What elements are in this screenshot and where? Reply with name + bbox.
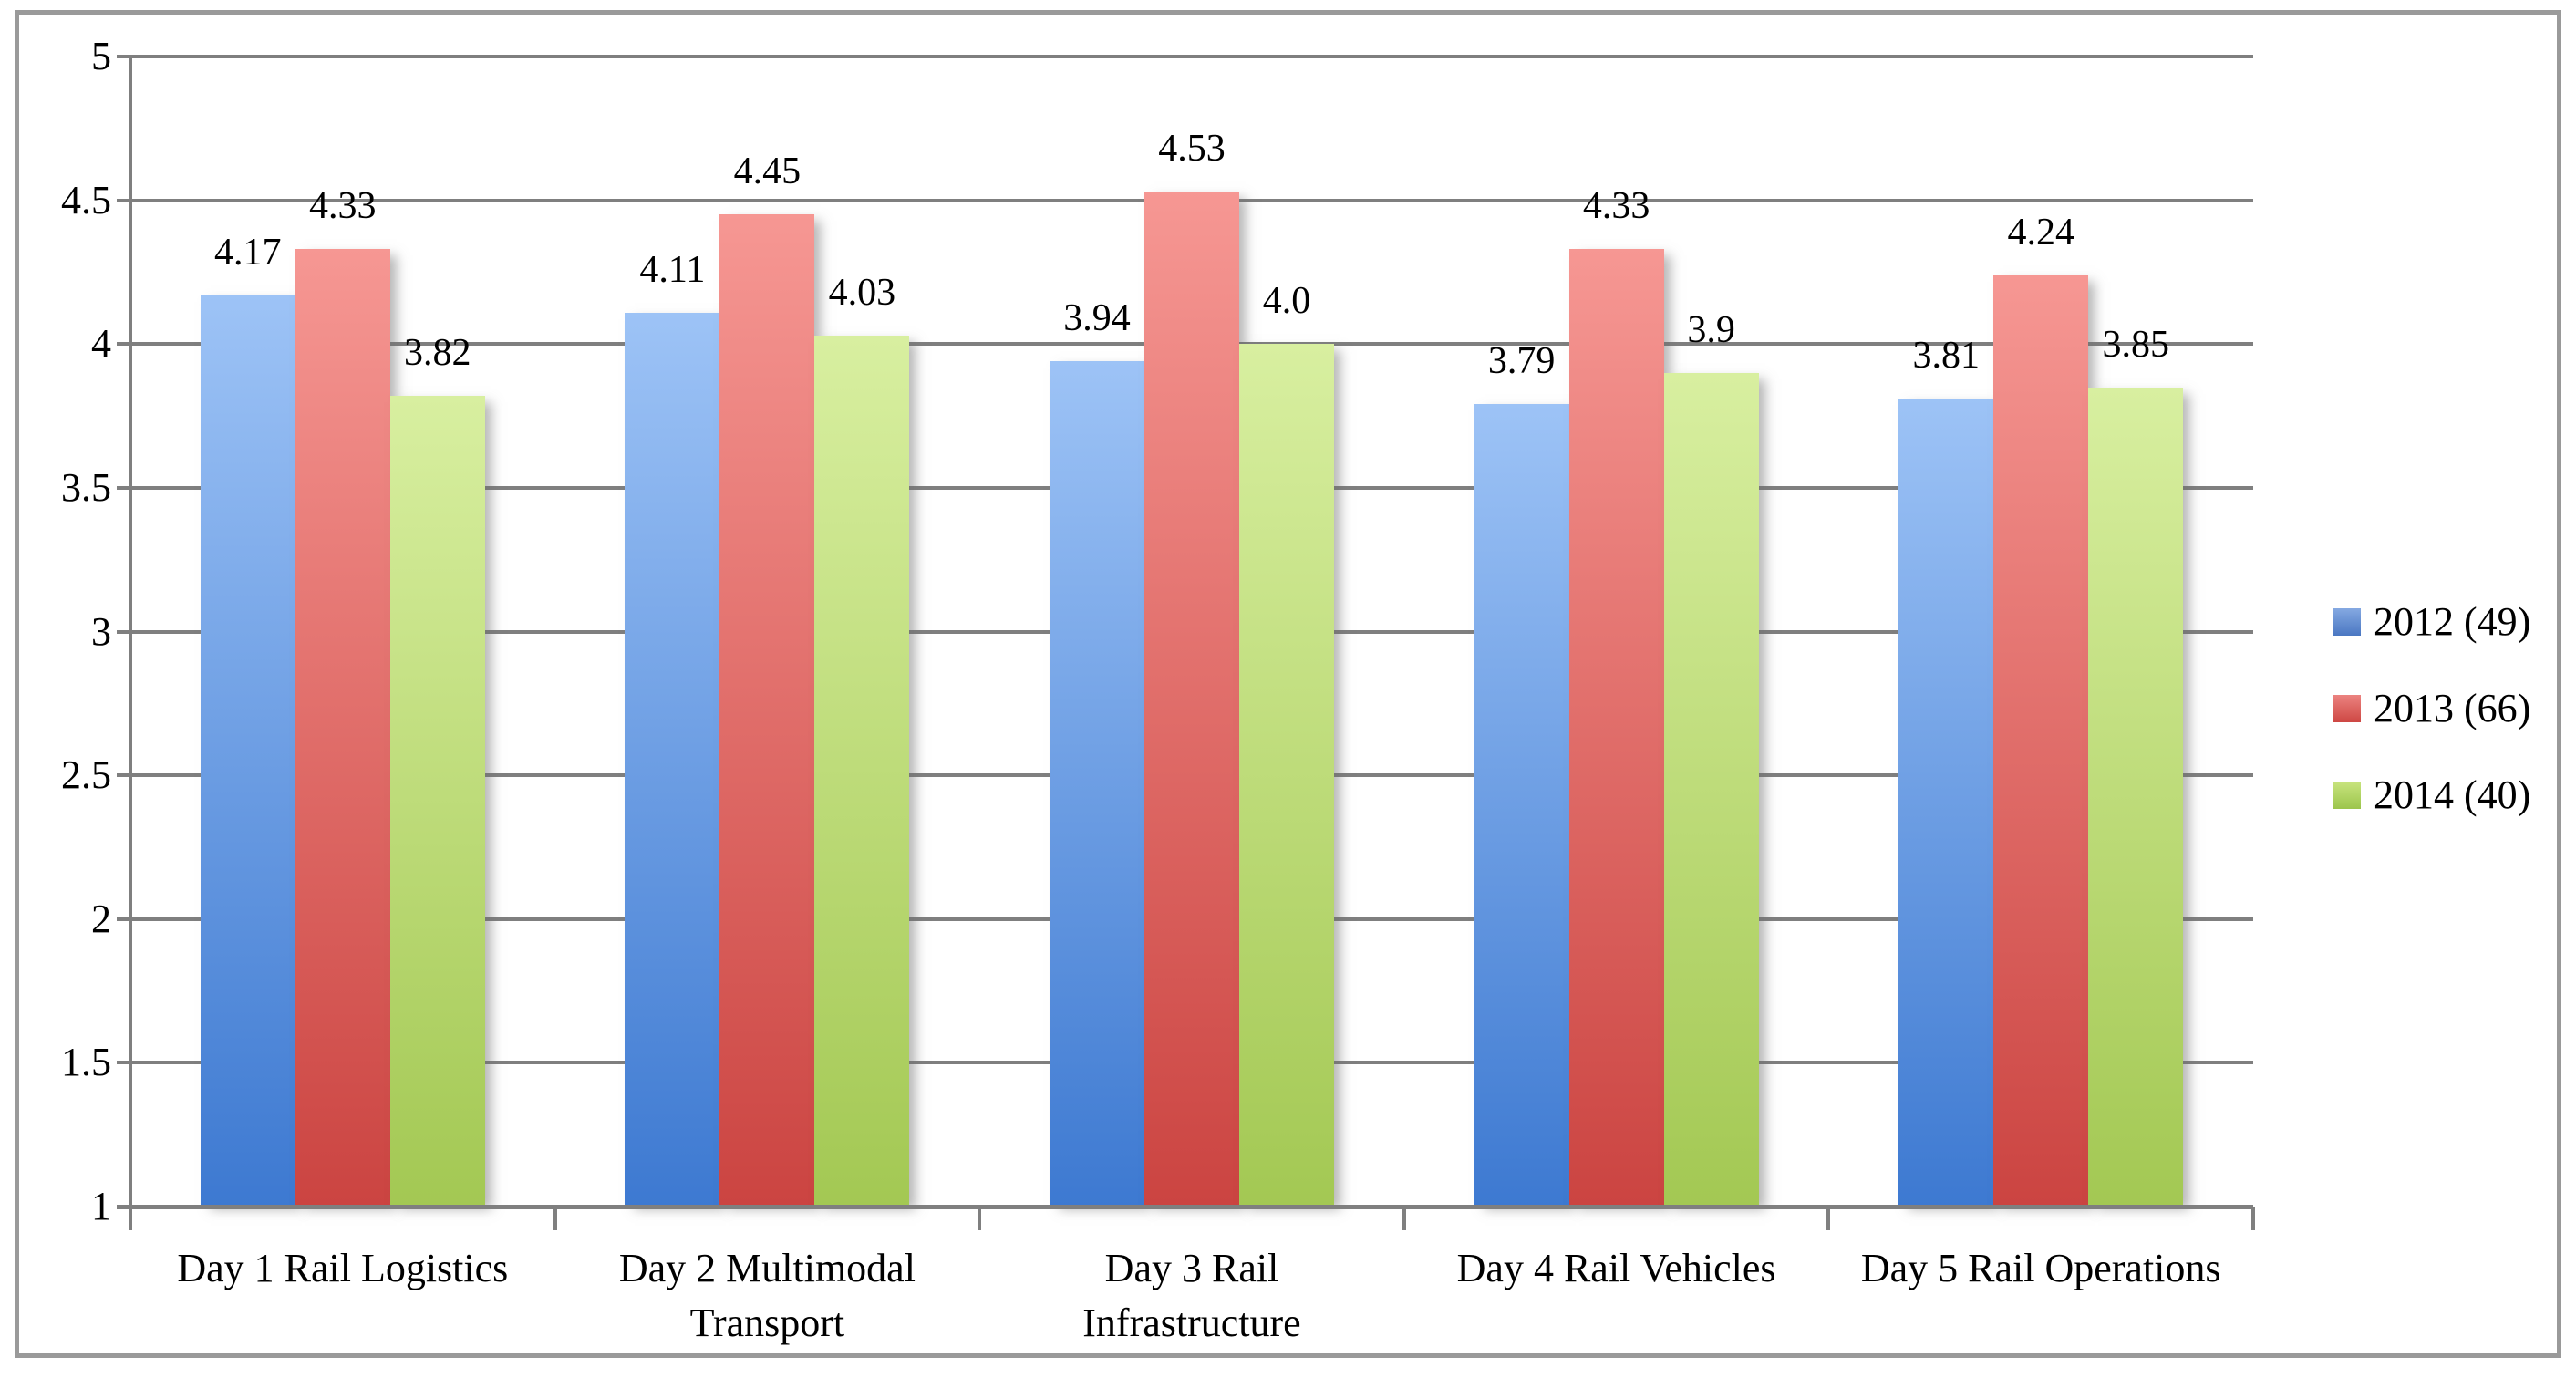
y-axis-tick-label: 1 xyxy=(91,1184,111,1228)
bar xyxy=(389,395,485,1207)
category-label: Day 4 Rail Vehicles xyxy=(1456,1246,1776,1290)
legend-label: 2012 (49) xyxy=(2374,599,2531,644)
y-axis-tick-label: 1.5 xyxy=(61,1040,111,1085)
bar-value-label: 3.85 xyxy=(2102,323,2169,366)
bar-value-label: 4.33 xyxy=(309,185,377,228)
x-axis-category-tick xyxy=(2251,1207,2255,1230)
bar-value-label: 3.81 xyxy=(1912,335,1980,378)
bar-value-label: 3.79 xyxy=(1487,340,1556,383)
category-label: Day 1 Rail Logistics xyxy=(177,1246,509,1290)
legend-swatch-icon xyxy=(2333,695,2361,722)
bar-value-label: 4.03 xyxy=(828,271,896,314)
legend-item: 2013 (66) xyxy=(2333,687,2530,730)
bar-value-label: 4.17 xyxy=(214,231,282,274)
x-axis-line xyxy=(117,1205,2253,1209)
bar-value-label: 3.82 xyxy=(404,331,471,374)
bar xyxy=(2088,387,2184,1207)
legend-item: 2014 (40) xyxy=(2333,773,2530,817)
bar-value-label: 4.0 xyxy=(1262,280,1311,323)
chart-frame: 1 1.5 2 2.5 3 3.5 4 4.5 5 4.17 4.33 3.82 Day 1 Rail … xyxy=(15,10,2561,1358)
y-axis-tick-label: 4 xyxy=(91,321,111,367)
x-axis-category-tick xyxy=(978,1207,982,1230)
bar xyxy=(1898,399,1994,1207)
y-axis-tick-label: 2.5 xyxy=(61,752,111,798)
bar xyxy=(200,295,295,1207)
bar-value-label: 4.24 xyxy=(2007,211,2074,254)
y-axis-tick-label: 2 xyxy=(91,896,111,941)
plot-gridline xyxy=(117,55,2253,58)
x-axis-category-tick xyxy=(1402,1207,1406,1230)
y-axis-tick-label: 3 xyxy=(91,608,111,654)
x-axis-category-tick xyxy=(1826,1207,1831,1230)
x-axis-category-tick xyxy=(553,1207,557,1230)
y-axis-tick-label: 5 xyxy=(91,34,111,78)
bar xyxy=(625,312,720,1207)
y-axis-line xyxy=(129,57,132,1230)
bar-value-label: 4.11 xyxy=(639,248,706,291)
legend-swatch-icon xyxy=(2333,782,2361,809)
y-axis-tick-label: 3.5 xyxy=(61,464,111,510)
bar-value-label: 4.33 xyxy=(1582,185,1650,228)
bar xyxy=(814,335,910,1207)
bar-value-label: 3.94 xyxy=(1063,297,1131,340)
bar-value-label: 4.53 xyxy=(1158,128,1226,171)
legend-label: 2013 (66) xyxy=(2374,686,2531,730)
bar-value-label: 4.45 xyxy=(733,150,802,193)
bar xyxy=(1050,361,1144,1207)
bar xyxy=(1663,372,1759,1207)
legend-swatch-icon xyxy=(2333,608,2361,636)
bar xyxy=(1568,249,1664,1207)
x-axis-category-tick xyxy=(129,1207,132,1230)
y-axis-tick-label: 4.5 xyxy=(61,177,111,223)
bar xyxy=(1239,344,1334,1207)
legend: 2012 (49) 2013 (66) 2014 (40) xyxy=(2333,600,2530,817)
bar-value-label: 3.9 xyxy=(1687,308,1735,351)
bar xyxy=(719,214,815,1207)
bar xyxy=(1474,404,1569,1207)
bar xyxy=(1144,192,1239,1207)
category-label: Day 5 Rail Operations xyxy=(1860,1246,2221,1290)
legend-label: 2014 (40) xyxy=(2374,772,2531,817)
category-label: Day 3 Rail Infrastructure xyxy=(1082,1246,1301,1345)
bar xyxy=(1993,275,2089,1207)
category-label: Day 2 Multimodal Transport xyxy=(618,1246,916,1345)
bar xyxy=(295,249,390,1207)
legend-item: 2012 (49) xyxy=(2333,600,2530,644)
